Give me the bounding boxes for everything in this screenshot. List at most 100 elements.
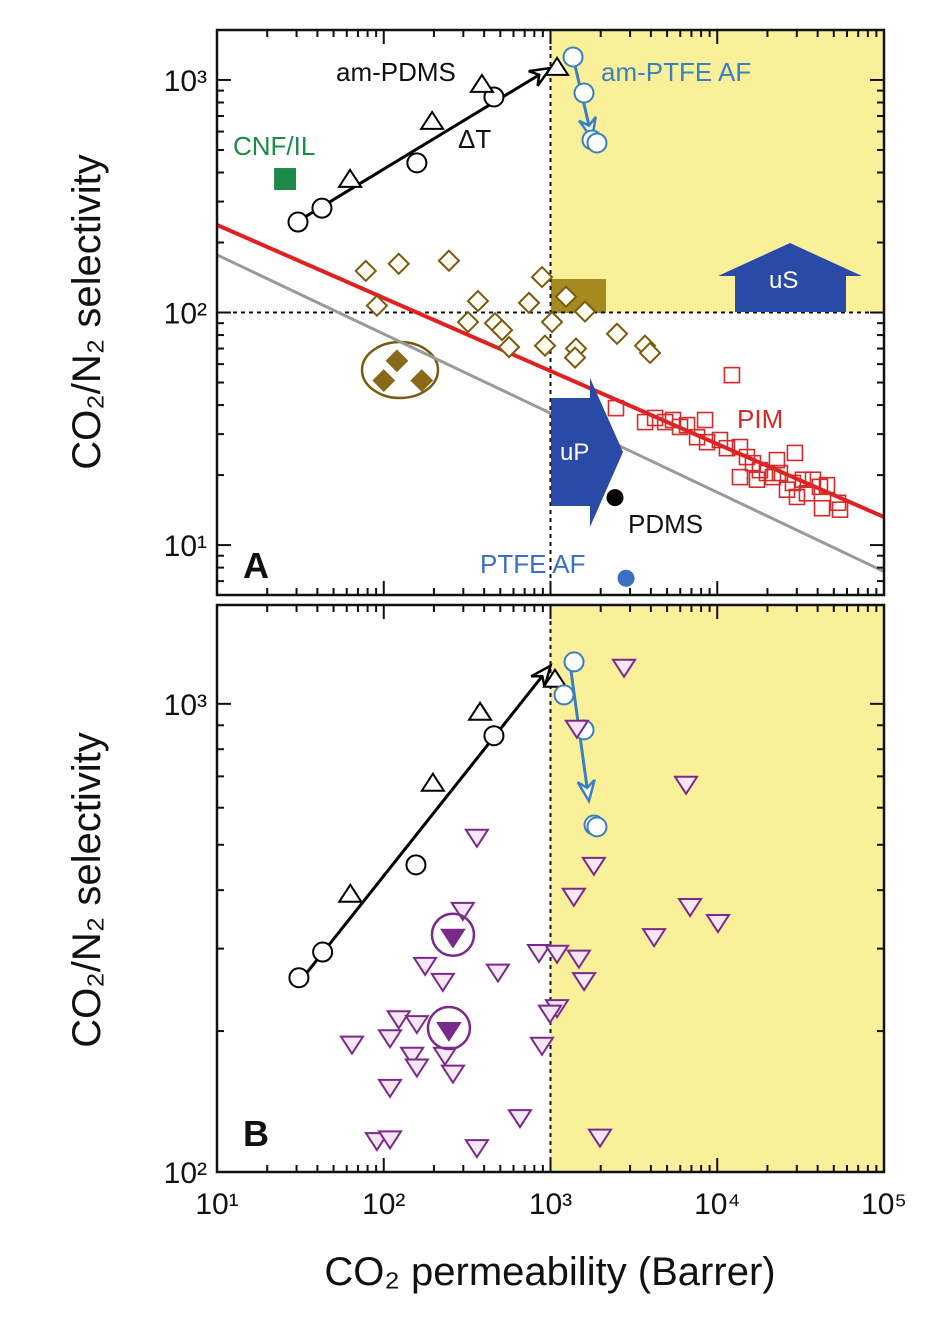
trend-arrow-head xyxy=(530,663,553,688)
label-cnf-il: CNF/IL xyxy=(233,131,315,161)
x-tick-label: 10² xyxy=(362,1188,405,1221)
label-pdms: PDMS xyxy=(628,509,703,539)
data-point xyxy=(406,152,428,174)
data-point xyxy=(312,941,334,963)
data-point xyxy=(287,211,309,233)
data-point xyxy=(553,684,575,706)
data-point xyxy=(554,285,578,309)
data-point xyxy=(786,444,804,462)
data-point xyxy=(605,322,629,346)
label-up: uP xyxy=(560,439,589,466)
data-point xyxy=(818,476,836,494)
data-point xyxy=(798,484,816,502)
data-point xyxy=(731,468,749,486)
upper-bound-line xyxy=(217,253,884,573)
data-point xyxy=(696,411,714,429)
data-point xyxy=(507,1109,533,1129)
data-point xyxy=(544,56,570,76)
y-tick-label: 10² xyxy=(164,1157,207,1190)
data-point xyxy=(611,658,637,679)
data-point xyxy=(467,700,493,721)
data-point xyxy=(573,82,595,104)
x-tick-label: 10¹ xyxy=(195,1188,238,1221)
trend-arrow-line xyxy=(295,66,552,224)
data-point xyxy=(587,1128,613,1149)
data-point xyxy=(748,471,766,489)
data-point xyxy=(420,771,446,792)
data-point xyxy=(490,318,514,342)
data-point xyxy=(540,310,564,334)
data-point xyxy=(607,399,625,417)
data-point xyxy=(372,369,396,392)
data-point xyxy=(794,471,812,489)
data-point xyxy=(387,252,411,276)
data-point xyxy=(641,928,667,948)
data-point xyxy=(311,197,333,219)
data-point xyxy=(405,854,427,876)
data-point xyxy=(429,972,456,993)
data-point xyxy=(564,719,590,740)
data-point xyxy=(339,1035,365,1056)
label-pim: PIM xyxy=(737,404,783,434)
data-point xyxy=(529,1036,555,1057)
data-point xyxy=(404,1058,430,1079)
data-point xyxy=(365,294,389,318)
data-point xyxy=(738,448,756,466)
data-point xyxy=(483,725,505,747)
data-point xyxy=(673,775,699,796)
data-point xyxy=(586,816,608,838)
data-point xyxy=(377,1078,403,1099)
data-point xyxy=(718,439,736,457)
x-tick-label: 10⁴ xyxy=(694,1188,740,1221)
panel-label-b: B xyxy=(243,1113,269,1154)
data-point xyxy=(274,168,297,191)
data-point xyxy=(288,967,310,989)
data-point xyxy=(537,1004,563,1025)
y-tick-label: 10³ xyxy=(164,689,207,722)
data-point xyxy=(560,887,587,908)
x-tick-label: 10³ xyxy=(529,1188,572,1221)
data-point xyxy=(778,481,796,499)
data-point xyxy=(377,1130,403,1151)
data-point xyxy=(436,1022,462,1042)
data-point xyxy=(677,897,703,918)
data-point xyxy=(464,1139,490,1159)
data-point xyxy=(412,956,438,977)
label-delta-t: ΔT xyxy=(458,124,491,154)
y-tick-label: 10¹ xyxy=(164,530,207,563)
label-ptfe-af: PTFE AF xyxy=(480,549,585,579)
data-point xyxy=(771,464,789,482)
data-point xyxy=(688,428,706,446)
upward-permeability-arrow xyxy=(551,378,623,527)
data-point xyxy=(533,334,557,358)
data-point xyxy=(586,132,608,154)
label-am-ptfe-af: am-PTFE AF xyxy=(601,57,751,87)
data-point xyxy=(466,289,490,313)
data-point xyxy=(831,501,849,518)
data-point xyxy=(758,464,776,482)
data-point xyxy=(485,963,511,984)
data-point xyxy=(563,346,587,370)
data-point xyxy=(354,259,378,283)
data-point xyxy=(464,828,490,849)
data-point xyxy=(617,569,635,587)
data-point xyxy=(563,651,585,673)
data-point xyxy=(377,1029,403,1050)
data-point xyxy=(437,249,461,273)
data-point xyxy=(517,291,541,315)
highlight-circle xyxy=(426,1005,472,1051)
data-point xyxy=(705,913,731,934)
data-point xyxy=(813,499,831,517)
x-tick-label: 10⁵ xyxy=(861,1188,907,1221)
upward-selectivity-arrow xyxy=(718,243,862,312)
data-point xyxy=(440,928,466,949)
data-point xyxy=(404,1015,430,1035)
data-point xyxy=(566,949,592,970)
y-tick-label: 10³ xyxy=(164,65,207,98)
trend-arrow-line xyxy=(295,664,552,987)
y-axis-label-a: CO₂/N₂ selectivity xyxy=(65,154,109,470)
plot-area xyxy=(217,30,884,595)
data-point xyxy=(440,1064,466,1085)
